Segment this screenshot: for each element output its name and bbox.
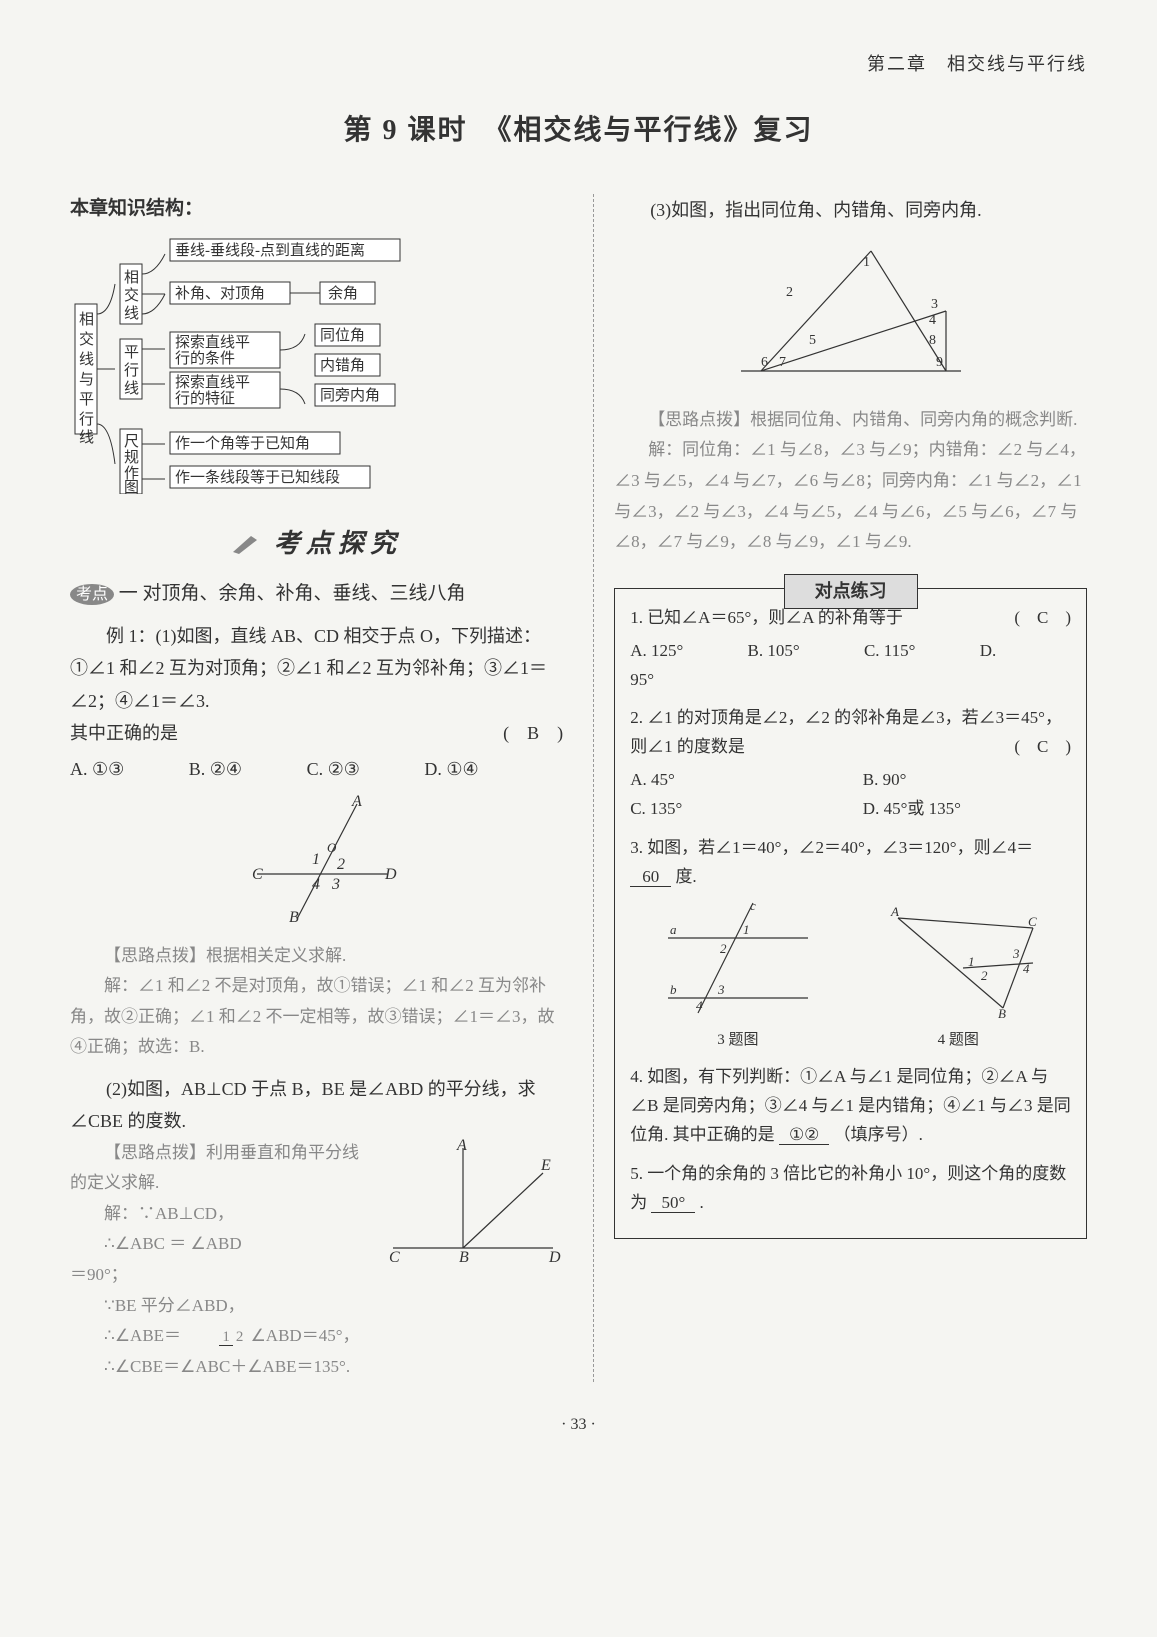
q3-fig-left: cab 12 34 3 题图 bbox=[658, 898, 818, 1053]
svg-text:同旁内角: 同旁内角 bbox=[320, 387, 380, 404]
svg-text:C: C bbox=[389, 1249, 400, 1266]
svg-text:a: a bbox=[670, 922, 677, 937]
ex1-2-intro: (2)如图，AB⊥CD 于点 B，BE 是∠ABD 的平分线，求∠CBE 的度数… bbox=[70, 1073, 563, 1138]
svg-text:尺: 尺 bbox=[124, 433, 139, 450]
svg-text:图: 图 bbox=[124, 479, 139, 494]
practice-q1: 1. 已知∠A＝65°，则∠A 的补角等于 ( C ) A. 125° B. 1… bbox=[630, 604, 1071, 695]
svg-text:B: B bbox=[459, 1249, 469, 1266]
svg-text:2: 2 bbox=[720, 941, 727, 956]
ex1-3-figure: 1 2 34 5 6 7 8 9 bbox=[614, 236, 1087, 395]
svg-text:B: B bbox=[998, 1006, 1006, 1018]
svg-text:同位角: 同位角 bbox=[320, 327, 365, 344]
svg-text:A: A bbox=[351, 794, 362, 810]
svg-text:4: 4 bbox=[929, 313, 936, 328]
svg-text:2: 2 bbox=[981, 968, 988, 983]
svg-text:b: b bbox=[670, 982, 677, 997]
practice-q4: 4. 如图，有下列判断：①∠A 与∠1 是同位角；②∠A 与∠B 是同旁内角；③… bbox=[630, 1063, 1071, 1150]
svg-text:1: 1 bbox=[743, 922, 750, 937]
svg-text:E: E bbox=[540, 1157, 551, 1174]
q3-fig-right: ACB 12 34 4 题图 bbox=[873, 898, 1043, 1053]
ex1-3-intro: (3)如图，指出同位角、内错角、同旁内角. bbox=[614, 194, 1087, 226]
svg-text:5: 5 bbox=[809, 333, 816, 348]
svg-text:线: 线 bbox=[124, 305, 139, 322]
ex1-1-choices: A. ①③ B. ②④ C. ②③ D. ①④ bbox=[70, 753, 563, 785]
svg-text:C: C bbox=[252, 866, 263, 883]
svg-text:平: 平 bbox=[79, 392, 94, 408]
ex1-1-hint: 【思路点拨】根据相关定义求解. bbox=[70, 941, 563, 972]
svg-text:D: D bbox=[548, 1249, 561, 1266]
topic-badge: 考点 bbox=[70, 584, 114, 605]
ex1-3-hint: 【思路点拨】根据同位角、内错角、同旁内角的概念判断. bbox=[614, 405, 1087, 436]
svg-text:规: 规 bbox=[124, 449, 139, 466]
svg-text:3: 3 bbox=[331, 876, 340, 893]
svg-text:相: 相 bbox=[124, 269, 139, 286]
svg-text:行: 行 bbox=[124, 362, 139, 379]
practice-title: 对点练习 bbox=[784, 574, 918, 609]
practice-q2: 2. ∠1 的对顶角是∠2，∠2 的邻补角是∠3，若∠3＝45°，则∠1 的度数… bbox=[630, 704, 1071, 824]
left-column: 本章知识结构： 相交 线与 平行 线 相交线 平行线 尺规 作图 bbox=[70, 194, 563, 1383]
svg-text:c: c bbox=[750, 898, 756, 913]
svg-text:探索直线平: 探索直线平 bbox=[175, 334, 250, 351]
svg-text:2: 2 bbox=[786, 285, 793, 300]
svg-text:1: 1 bbox=[968, 954, 975, 969]
ex1-1-intro: 例 1：(1)如图，直线 AB、CD 相交于点 O，下列描述：①∠1 和∠2 互… bbox=[70, 620, 563, 717]
svg-text:平: 平 bbox=[124, 345, 139, 361]
svg-text:B: B bbox=[289, 909, 299, 924]
svg-text:D: D bbox=[384, 866, 397, 883]
svg-text:3: 3 bbox=[931, 297, 938, 312]
page-title: 第 9 课时 《相交线与平行线》复习 bbox=[70, 109, 1087, 154]
svg-text:内错角: 内错角 bbox=[320, 357, 365, 374]
svg-text:行: 行 bbox=[79, 411, 94, 428]
ex1-1-question: 其中正确的是 ( B ) bbox=[70, 717, 563, 749]
practice-box: 对点练习 1. 已知∠A＝65°，则∠A 的补角等于 ( C ) A. 125°… bbox=[614, 588, 1087, 1239]
svg-text:余角: 余角 bbox=[328, 284, 358, 302]
ex1-2-figure: A E C B D bbox=[383, 1138, 563, 1277]
ex1-1-solution: 解：∠1 和∠2 不是对顶角，故①错误；∠1 和∠2 互为邻补角，故②正确；∠1… bbox=[70, 971, 563, 1063]
svg-text:8: 8 bbox=[929, 333, 936, 348]
topic-one: 考点 一 对顶角、余角、补角、垂线、三线八角 bbox=[70, 579, 563, 609]
svg-text:1: 1 bbox=[863, 255, 870, 270]
svg-text:C: C bbox=[1028, 914, 1037, 929]
exploration-header: 考点探究 bbox=[70, 523, 563, 565]
svg-text:1: 1 bbox=[312, 851, 320, 868]
knowledge-structure-diagram: 相交 线与 平行 线 相交线 平行线 尺规 作图 垂线-垂线段-点到直线的距离 … bbox=[70, 234, 563, 503]
right-column: (3)如图，指出同位角、内错角、同旁内角. 12 34 56 78 9 bbox=[593, 194, 1087, 1383]
svg-text:3: 3 bbox=[1012, 946, 1020, 961]
ex1-1-figure: A B C D 12 34 O bbox=[70, 794, 563, 933]
svg-text:交: 交 bbox=[124, 286, 139, 304]
svg-text:9: 9 bbox=[936, 355, 943, 370]
svg-text:3: 3 bbox=[717, 982, 725, 997]
svg-text:垂线-垂线段-点到直线的距离: 垂线-垂线段-点到直线的距离 bbox=[175, 242, 365, 259]
svg-text:O: O bbox=[327, 840, 337, 855]
svg-text:线: 线 bbox=[124, 380, 139, 397]
svg-text:4: 4 bbox=[312, 876, 320, 893]
svg-text:探索直线平: 探索直线平 bbox=[175, 374, 250, 391]
brush-icon bbox=[231, 532, 261, 556]
page-number: · 33 · bbox=[70, 1412, 1087, 1438]
svg-text:作一条线段等于已知线段: 作一条线段等于已知线段 bbox=[175, 468, 340, 486]
chapter-header: 第二章 相交线与平行线 bbox=[70, 50, 1087, 79]
svg-text:7: 7 bbox=[779, 355, 786, 370]
practice-q3: 3. 如图，若∠1＝40°，∠2＝40°，∠3＝120°，则∠4＝ 60 度. bbox=[630, 834, 1071, 1053]
svg-text:6: 6 bbox=[761, 355, 768, 370]
svg-text:相: 相 bbox=[79, 311, 94, 328]
svg-text:A: A bbox=[456, 1138, 467, 1154]
svg-text:交: 交 bbox=[79, 330, 94, 348]
svg-text:补角、对顶角: 补角、对顶角 bbox=[175, 285, 265, 302]
svg-text:与: 与 bbox=[79, 371, 94, 388]
svg-text:线: 线 bbox=[79, 429, 94, 446]
svg-text:4: 4 bbox=[1023, 961, 1030, 976]
ex1-3-solution: 解：同位角：∠1 与∠8，∠3 与∠9；内错角：∠2 与∠4，∠3 与∠5，∠4… bbox=[614, 435, 1087, 557]
svg-text:4: 4 bbox=[696, 998, 703, 1013]
svg-text:行的特征: 行的特征 bbox=[175, 390, 235, 407]
svg-text:A: A bbox=[890, 904, 899, 919]
two-column-layout: 本章知识结构： 相交 线与 平行 线 相交线 平行线 尺规 作图 bbox=[70, 194, 1087, 1383]
structure-label: 本章知识结构： bbox=[70, 194, 563, 224]
svg-text:作一个角等于已知角: 作一个角等于已知角 bbox=[175, 434, 310, 452]
svg-text:线: 线 bbox=[79, 351, 94, 368]
svg-text:行的条件: 行的条件 bbox=[175, 350, 235, 367]
practice-q5: 5. 一个角的余角的 3 倍比它的补角小 10°，则这个角的度数为 50° . bbox=[630, 1160, 1071, 1218]
svg-text:2: 2 bbox=[337, 856, 345, 873]
